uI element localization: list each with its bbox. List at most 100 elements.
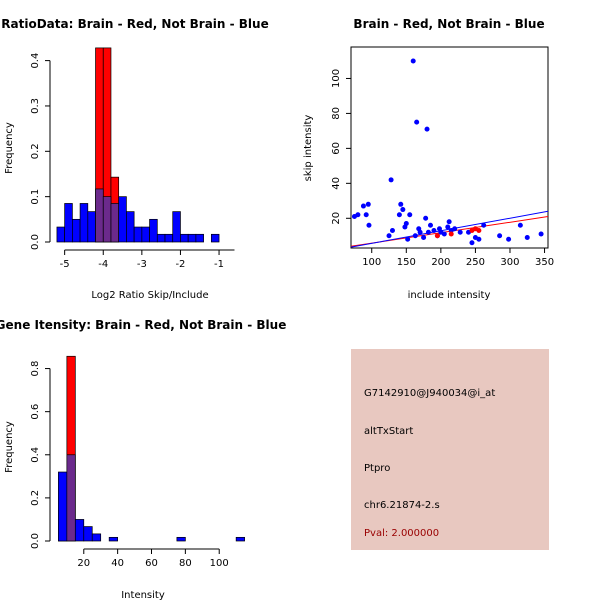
scatter-axes: 100 150 200 250 300 350 20 40 60 80 100 xyxy=(331,69,554,268)
scatter-not-brain-point xyxy=(363,212,369,218)
scatter-not-brain-point xyxy=(506,236,512,242)
scatter-not-brain-point xyxy=(431,228,437,234)
scatter-not-brain-point xyxy=(417,229,423,235)
intensity-histogram-bars xyxy=(58,355,245,542)
scatter-ylabel: skip intensity xyxy=(303,115,314,182)
intensity-histogram-y-tick-label: 0.4 xyxy=(30,447,41,463)
intensity-histogram-panel: Gene Itensity: Brain - Red, Not Brain - … xyxy=(0,318,286,600)
intensity-histogram-not-brain-bar xyxy=(74,519,85,542)
scatter-panel: Brain - Red, Not Brain - Blue include in… xyxy=(303,17,554,301)
scatter-x-tick-label: 350 xyxy=(535,257,554,268)
intensity-histogram-y-tick-label: 0.6 xyxy=(30,404,41,420)
intensity-histogram-axes: 20 40 60 80 100 0.0 0.2 0.4 0.6 0.8 xyxy=(30,361,229,569)
scatter-not-brain-point xyxy=(360,203,366,209)
scatter-not-brain-point xyxy=(445,224,451,230)
ratio-histogram-x-tick-label: -3 xyxy=(137,259,147,270)
intensity-histogram-x-tick-label: 100 xyxy=(210,558,229,569)
intensity-histogram-not-brain-bar xyxy=(66,454,76,542)
scatter-not-brain-point xyxy=(414,119,420,125)
ratio-histogram-x-tick-label: -4 xyxy=(98,259,108,270)
intensity-histogram-title: Gene Itensity: Brain - Red, Not Brain - … xyxy=(0,318,286,332)
ratio-histogram-not-brain-bar xyxy=(64,203,73,243)
scatter-not-brain-point xyxy=(388,177,394,183)
intensity-histogram-y-tick-label: 0.2 xyxy=(30,490,41,506)
ratio-histogram-not-brain-bar xyxy=(102,196,112,243)
scatter-not-brain-point xyxy=(517,222,523,228)
ratio-histogram-not-brain-bar xyxy=(133,226,143,243)
scatter-not-brain-point xyxy=(424,126,430,132)
scatter-not-brain-point xyxy=(396,212,402,218)
scatter-plot-box xyxy=(350,46,549,249)
scatter-y-tick-label: 100 xyxy=(331,69,342,88)
ratio-histogram-bars xyxy=(56,47,220,243)
scatter-not-brain-point xyxy=(405,236,411,242)
scatter-x-tick-label: 200 xyxy=(431,257,450,268)
scatter-not-brain-point xyxy=(481,222,487,228)
scatter-title: Brain - Red, Not Brain - Blue xyxy=(353,17,544,31)
event-type-text: altTxStart xyxy=(364,426,413,437)
intensity-histogram-y-tick-label: 0.0 xyxy=(30,533,41,549)
scatter-x-tick-label: 250 xyxy=(466,257,485,268)
ratio-histogram-y-tick-label: 0.0 xyxy=(30,234,41,250)
scatter-not-brain-point xyxy=(538,231,544,237)
scatter-y-tick-label: 60 xyxy=(331,142,342,155)
scatter-not-brain-point xyxy=(355,212,361,218)
ratio-histogram-y-tick-label: 0.1 xyxy=(30,189,41,205)
ratio-histogram-not-brain-bar xyxy=(110,203,120,243)
info-panel-background xyxy=(351,349,549,550)
scatter-y-tick-label: 20 xyxy=(331,212,342,225)
scatter-brain-point xyxy=(476,228,482,234)
intensity-histogram-not-brain-bar xyxy=(91,533,102,542)
ratio-histogram-title: RatioData: Brain - Red, Not Brain - Blue xyxy=(1,17,268,31)
scatter-x-tick-label: 150 xyxy=(397,257,416,268)
ratio-histogram-ylabel: Frequency xyxy=(4,122,15,174)
ratio-histogram-not-brain-bar xyxy=(187,233,197,243)
scatter-not-brain-point xyxy=(469,240,475,246)
scatter-not-brain-point xyxy=(497,233,503,239)
intensity-histogram-x-tick-label: 60 xyxy=(145,558,158,569)
scatter-y-tick-label: 40 xyxy=(331,177,342,190)
intensity-histogram-not-brain-bar xyxy=(83,526,93,542)
info-panel: G7142910@J940034@i_at altTxStart Ptpro c… xyxy=(351,349,549,550)
scatter-not-brain-point xyxy=(403,221,409,227)
intensity-histogram-x-tick-label: 20 xyxy=(77,558,90,569)
ratio-histogram-not-brain-bar xyxy=(126,211,135,243)
intensity-histogram-not-brain-bar xyxy=(108,536,118,542)
ratio-histogram-axes: -5 -4 -3 -2 -1 0.0 0.1 0.2 0.3 0.4 xyxy=(30,53,235,270)
scatter-points xyxy=(351,58,544,246)
scatter-not-brain-point xyxy=(366,222,372,228)
intensity-histogram-not-brain-bar xyxy=(176,536,186,542)
ratio-histogram-not-brain-bar xyxy=(72,218,81,243)
pval-text: Pval: 2.000000 xyxy=(364,528,439,539)
scatter-not-brain-point xyxy=(425,229,431,235)
scatter-not-brain-point xyxy=(524,235,530,241)
ratio-histogram-y-tick-label: 0.4 xyxy=(30,53,41,69)
scatter-not-brain-point xyxy=(400,207,406,213)
intensity-histogram-y-tick-label: 0.8 xyxy=(30,361,41,377)
scatter-not-brain-point xyxy=(441,231,447,237)
intensity-histogram-xlabel: Intensity xyxy=(121,590,165,600)
scatter-not-brain-point xyxy=(457,229,463,235)
scatter-not-brain-point xyxy=(365,201,371,207)
scatter-not-brain-point xyxy=(421,235,427,241)
ratio-histogram-not-brain-bar xyxy=(195,233,204,243)
scatter-x-tick-label: 100 xyxy=(362,257,381,268)
ratio-histogram-not-brain-bar xyxy=(118,196,127,243)
scatter-not-brain-point xyxy=(446,219,452,225)
ratio-histogram-not-brain-bar xyxy=(141,226,150,243)
scatter-xlabel: include intensity xyxy=(408,290,491,301)
ratio-histogram-not-brain-bar xyxy=(210,233,220,243)
ratio-histogram-not-brain-bar xyxy=(79,203,89,243)
ratio-histogram-not-brain-bar xyxy=(95,188,104,243)
scatter-not-brain-point xyxy=(476,236,482,242)
scatter-brain-point xyxy=(434,233,440,239)
probe-id-text: G7142910@J940034@i_at xyxy=(364,388,495,399)
scatter-not-brain-point xyxy=(386,233,392,239)
scatter-not-brain-point xyxy=(407,212,413,218)
scatter-not-brain-point xyxy=(427,222,433,228)
intensity-histogram-x-tick-label: 40 xyxy=(111,558,124,569)
ratio-histogram-x-tick-label: -5 xyxy=(60,259,70,270)
scatter-brain-point xyxy=(448,231,454,237)
gene-name-text: Ptpro xyxy=(364,463,390,474)
